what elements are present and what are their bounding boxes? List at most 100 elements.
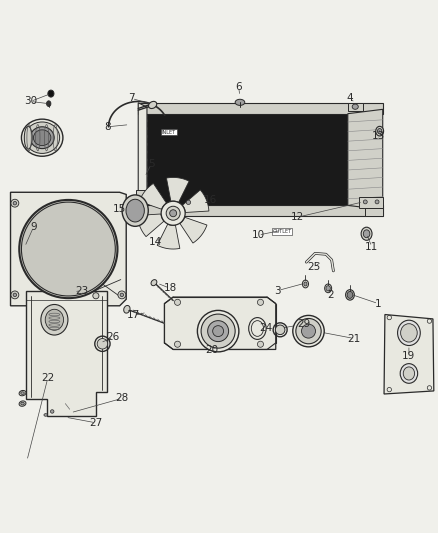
Ellipse shape bbox=[304, 282, 307, 286]
Ellipse shape bbox=[347, 292, 353, 298]
Ellipse shape bbox=[21, 392, 24, 394]
Ellipse shape bbox=[13, 201, 17, 205]
Text: INLET: INLET bbox=[162, 130, 176, 134]
Text: 8: 8 bbox=[104, 122, 111, 132]
Ellipse shape bbox=[45, 309, 64, 330]
Text: 29: 29 bbox=[297, 319, 311, 329]
Ellipse shape bbox=[201, 314, 235, 348]
Ellipse shape bbox=[48, 90, 54, 97]
Text: 30: 30 bbox=[24, 96, 37, 107]
Polygon shape bbox=[138, 103, 383, 114]
Ellipse shape bbox=[19, 401, 26, 406]
Text: OUTLET: OUTLET bbox=[272, 229, 291, 234]
Polygon shape bbox=[136, 190, 149, 199]
Ellipse shape bbox=[41, 304, 68, 335]
Ellipse shape bbox=[363, 230, 370, 238]
Ellipse shape bbox=[352, 104, 358, 109]
Ellipse shape bbox=[258, 341, 264, 348]
Ellipse shape bbox=[93, 293, 99, 299]
Polygon shape bbox=[138, 205, 383, 216]
Ellipse shape bbox=[376, 126, 384, 136]
Text: 18: 18 bbox=[163, 284, 177, 293]
Text: 6: 6 bbox=[235, 83, 242, 93]
Ellipse shape bbox=[326, 286, 330, 291]
Text: 9: 9 bbox=[30, 222, 37, 232]
Ellipse shape bbox=[122, 195, 148, 227]
Ellipse shape bbox=[186, 200, 191, 205]
Ellipse shape bbox=[378, 128, 382, 134]
Ellipse shape bbox=[293, 316, 324, 347]
Polygon shape bbox=[26, 292, 107, 416]
Ellipse shape bbox=[346, 289, 354, 300]
Ellipse shape bbox=[235, 99, 245, 106]
Ellipse shape bbox=[213, 326, 223, 336]
Ellipse shape bbox=[44, 414, 47, 416]
Text: 24: 24 bbox=[260, 322, 273, 333]
Text: 1: 1 bbox=[375, 298, 381, 309]
Text: 15: 15 bbox=[113, 204, 126, 214]
Ellipse shape bbox=[401, 324, 417, 342]
Polygon shape bbox=[182, 190, 209, 213]
Ellipse shape bbox=[46, 101, 51, 107]
Polygon shape bbox=[139, 183, 166, 209]
Text: 20: 20 bbox=[205, 345, 218, 356]
Ellipse shape bbox=[21, 402, 24, 405]
Ellipse shape bbox=[403, 367, 415, 380]
Text: 14: 14 bbox=[149, 238, 162, 247]
Ellipse shape bbox=[11, 199, 19, 207]
Ellipse shape bbox=[97, 338, 108, 349]
Polygon shape bbox=[157, 224, 180, 249]
Text: 23: 23 bbox=[75, 286, 88, 295]
Text: 19: 19 bbox=[402, 351, 416, 361]
Text: 12: 12 bbox=[291, 212, 304, 222]
Ellipse shape bbox=[124, 305, 130, 313]
Ellipse shape bbox=[30, 127, 54, 149]
Text: 26: 26 bbox=[107, 332, 120, 342]
Ellipse shape bbox=[325, 284, 332, 293]
Ellipse shape bbox=[258, 299, 264, 305]
Ellipse shape bbox=[126, 199, 145, 222]
Ellipse shape bbox=[19, 200, 117, 298]
Ellipse shape bbox=[11, 291, 19, 299]
Text: 27: 27 bbox=[89, 418, 102, 428]
Ellipse shape bbox=[21, 202, 115, 296]
Ellipse shape bbox=[361, 227, 372, 240]
Polygon shape bbox=[138, 103, 147, 216]
Text: 28: 28 bbox=[116, 393, 129, 403]
Ellipse shape bbox=[249, 318, 266, 340]
Ellipse shape bbox=[13, 293, 17, 297]
Text: 4: 4 bbox=[346, 93, 353, 103]
Text: 11: 11 bbox=[365, 242, 378, 252]
Text: 7: 7 bbox=[128, 93, 135, 103]
Polygon shape bbox=[180, 217, 207, 243]
Ellipse shape bbox=[208, 321, 229, 342]
Ellipse shape bbox=[400, 364, 418, 383]
Text: 2: 2 bbox=[327, 290, 334, 300]
Ellipse shape bbox=[170, 210, 177, 217]
Ellipse shape bbox=[302, 280, 308, 288]
Ellipse shape bbox=[398, 320, 420, 345]
Text: 3: 3 bbox=[275, 286, 281, 295]
Text: 25: 25 bbox=[307, 262, 321, 272]
Ellipse shape bbox=[19, 391, 26, 396]
Ellipse shape bbox=[148, 101, 157, 109]
Polygon shape bbox=[147, 114, 348, 205]
Ellipse shape bbox=[363, 200, 367, 204]
Text: 10: 10 bbox=[252, 230, 265, 240]
Ellipse shape bbox=[161, 201, 185, 225]
Ellipse shape bbox=[174, 341, 180, 348]
Polygon shape bbox=[348, 103, 363, 111]
Polygon shape bbox=[164, 297, 276, 350]
Text: 22: 22 bbox=[41, 373, 54, 383]
Ellipse shape bbox=[21, 119, 63, 156]
Text: 13: 13 bbox=[372, 131, 385, 141]
Text: 21: 21 bbox=[348, 334, 361, 344]
Polygon shape bbox=[359, 197, 383, 207]
Ellipse shape bbox=[174, 299, 180, 305]
Ellipse shape bbox=[33, 130, 51, 146]
Polygon shape bbox=[166, 177, 189, 203]
Ellipse shape bbox=[301, 324, 315, 338]
Ellipse shape bbox=[151, 280, 157, 286]
Text: 16: 16 bbox=[204, 195, 217, 205]
Ellipse shape bbox=[50, 410, 54, 413]
